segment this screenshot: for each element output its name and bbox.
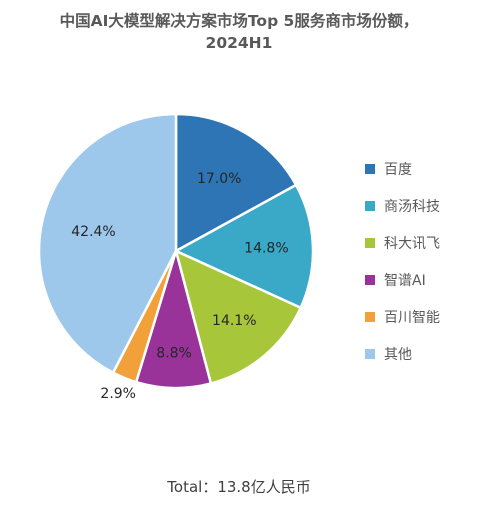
chart-title: 中国AI大模型解决方案市场Top 5服务商市场份额， 2024H1 — [0, 10, 478, 54]
data-label-2: 14.8% — [244, 241, 288, 257]
legend-swatch-4 — [365, 274, 375, 285]
pie-slice-3 — [174, 249, 302, 385]
data-label-5: 2.9% — [100, 386, 136, 402]
pie-slice-1 — [174, 112, 298, 253]
legend-swatch-6 — [365, 348, 375, 359]
pie-slice-6 — [37, 112, 178, 374]
legend-swatch-1 — [365, 163, 375, 174]
legend-swatch-3 — [365, 237, 375, 248]
data-label-1: 17.0% — [197, 171, 241, 187]
data-label-4: 8.8% — [156, 345, 192, 361]
legend-item-3: 科大讯飞 — [365, 224, 440, 261]
data-label-3: 14.1% — [212, 313, 256, 329]
pie-slice-2 — [174, 183, 315, 310]
legend-item-2: 商汤科技 — [365, 187, 440, 224]
legend-label-6: 其他 — [384, 346, 412, 363]
legend-label-4: 智谱AI — [384, 272, 426, 289]
legend-item-6: 其他 — [365, 335, 440, 372]
legend-label-5: 百川智能 — [384, 309, 440, 326]
legend-item-4: 智谱AI — [365, 261, 440, 298]
total-annotation: Total：13.8亿人民币 — [167, 478, 311, 496]
legend-item-1: 百度 — [365, 150, 440, 187]
legend-label-1: 百度 — [384, 161, 412, 178]
legend-item-5: 百川智能 — [365, 298, 440, 335]
chart-legend: 百度商汤科技科大讯飞智谱AI 百川智能其他 — [365, 150, 440, 372]
legend-label-2: 商汤科技 — [384, 198, 440, 215]
legend-swatch-5 — [365, 311, 375, 322]
legend-swatch-2 — [365, 200, 375, 211]
legend-label-3: 科大讯飞 — [384, 235, 440, 252]
data-label-6: 42.4% — [71, 224, 115, 240]
chart-title-line-2: 2024H1 — [205, 34, 273, 52]
chart-title-line-1: 中国AI大模型解决方案市场Top 5服务商市场份额， — [59, 12, 419, 30]
